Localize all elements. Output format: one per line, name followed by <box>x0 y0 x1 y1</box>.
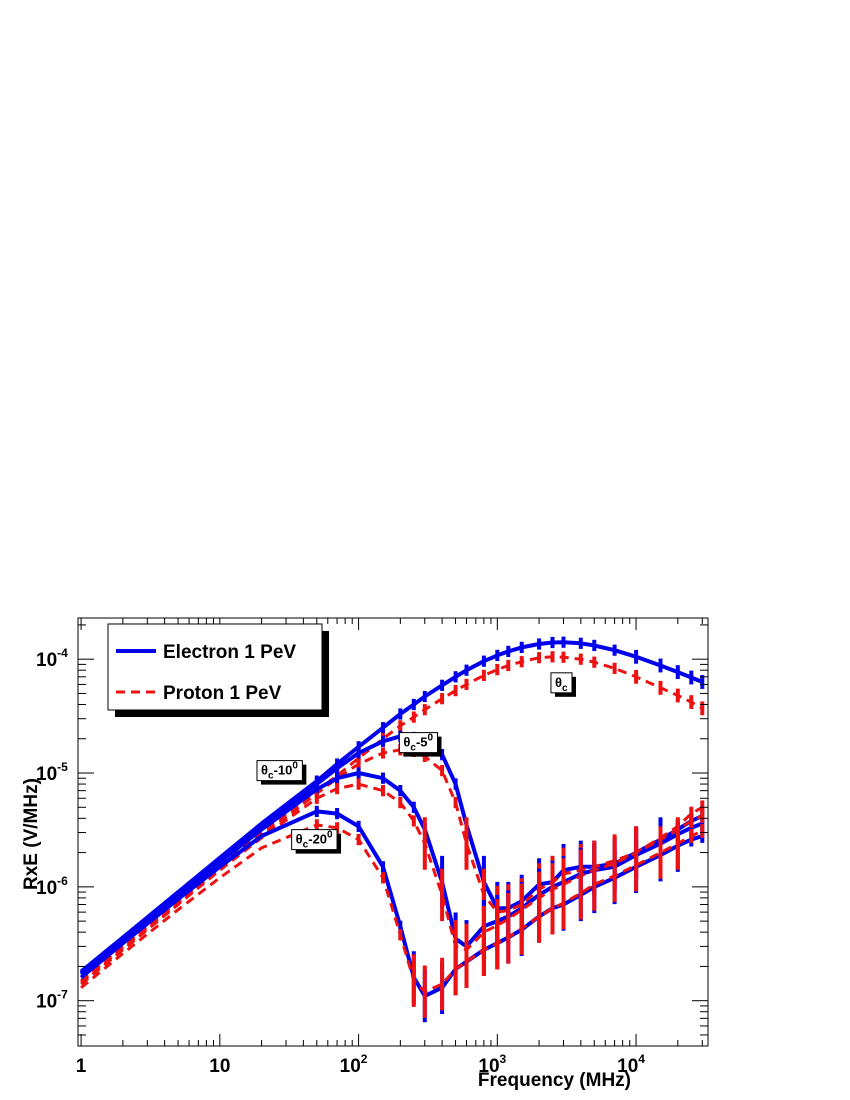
series-group <box>79 636 705 1023</box>
legend: Electron 1 PeV Proton 1 PeV <box>107 623 329 717</box>
y-axis-title: RxE (V/MHz) <box>21 778 42 890</box>
angle-annotation-box <box>550 672 573 694</box>
series-line-θc-5-electron-1-pev <box>79 734 704 975</box>
angle-annotation-box <box>398 732 439 754</box>
series-line-θc-electron-1-pev <box>79 640 704 974</box>
angle-annotation-box <box>291 829 338 851</box>
series-line-θc-20-proton-1-pev <box>80 823 703 994</box>
series-line-θc-10-electron-1-pev <box>79 771 704 977</box>
angle-annotation: θc <box>550 672 576 697</box>
legend-label-proton: Proton 1 PeV <box>163 683 282 704</box>
legend-label-electron: Electron 1 PeV <box>163 642 296 663</box>
series-line-θc-5-proton-1-pev <box>80 748 704 984</box>
annotations: θc θc-50 θc-100 θc-200 <box>256 672 576 854</box>
angle-annotation: θc-50 <box>398 732 442 757</box>
angle-annotation: θc-200 <box>291 829 342 854</box>
legend-box <box>107 623 323 711</box>
x-axis-title: Frequency (MHz) <box>478 1070 631 1091</box>
series-line-θc-20-electron-1-pev <box>79 809 703 998</box>
angle-annotation-box <box>256 760 303 782</box>
x-tick-label: 104 <box>617 1052 645 1077</box>
x-tick-label: 1 <box>76 1056 87 1077</box>
y-tick-label: 10-4 <box>36 646 68 671</box>
x-tick-label: 10 <box>209 1056 230 1077</box>
x-tick-label: 102 <box>340 1052 368 1077</box>
y-tick-label: 10-7 <box>36 988 68 1013</box>
angle-annotation: θc-100 <box>256 760 307 785</box>
series-line-θc-10-proton-1-pev <box>80 782 703 986</box>
